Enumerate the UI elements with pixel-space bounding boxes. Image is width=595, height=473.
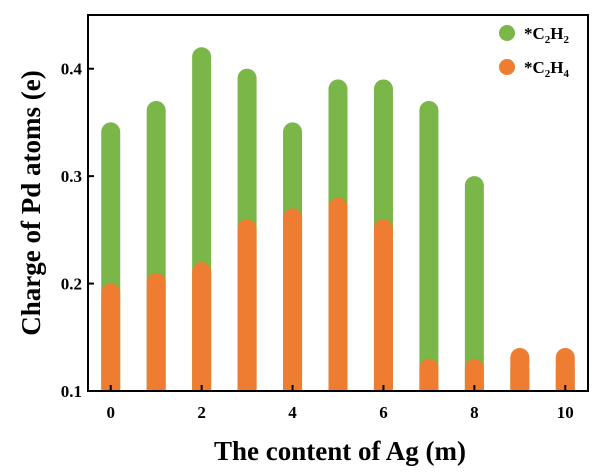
plot-frame bbox=[87, 14, 589, 392]
legend-marker-2 bbox=[499, 59, 515, 75]
ticks-group: 0 2 4 6 8 10 0.1 0.2 0.3 0.4 bbox=[61, 60, 574, 422]
x-tick-label: 2 bbox=[197, 403, 206, 422]
bar-series2-m2 bbox=[192, 262, 212, 391]
bar-series2-m8 bbox=[464, 358, 484, 391]
legend-marker-1 bbox=[499, 25, 515, 41]
y-axis-title: Charge of Pd atoms (e) bbox=[16, 70, 46, 335]
bar-series2-m10 bbox=[555, 348, 575, 391]
y-tick-label: 0.2 bbox=[61, 275, 82, 294]
x-axis-title: The content of Ag (m) bbox=[214, 436, 466, 466]
y-tick-label: 0.1 bbox=[61, 382, 82, 401]
bar-series2-m0 bbox=[101, 283, 121, 391]
y-tick-label: 0.4 bbox=[61, 60, 83, 79]
bar-series2-m9 bbox=[510, 348, 530, 391]
legend-label-2: *C2H4 bbox=[524, 58, 570, 80]
bar-series2-m5 bbox=[328, 197, 348, 391]
x-tick-label: 10 bbox=[557, 403, 574, 422]
bar-series2-m4 bbox=[283, 208, 303, 391]
bar-series2-m1 bbox=[146, 272, 166, 391]
bar-series2-m3 bbox=[237, 219, 257, 391]
x-tick-label: 0 bbox=[106, 403, 115, 422]
bar-series2-m6 bbox=[373, 219, 393, 391]
legend-label-1: *C2H2 bbox=[524, 24, 570, 46]
y-tick-label: 0.3 bbox=[61, 167, 82, 186]
legend: *C2H2 *C2H4 bbox=[499, 24, 570, 80]
x-tick-label: 8 bbox=[470, 403, 479, 422]
bars-group bbox=[101, 47, 575, 391]
x-tick-label: 4 bbox=[288, 403, 297, 422]
bar-series2-m7 bbox=[419, 358, 439, 391]
x-tick-label: 6 bbox=[379, 403, 388, 422]
bar-series1-m7 bbox=[419, 100, 439, 391]
bar-series1-m8 bbox=[464, 176, 484, 391]
